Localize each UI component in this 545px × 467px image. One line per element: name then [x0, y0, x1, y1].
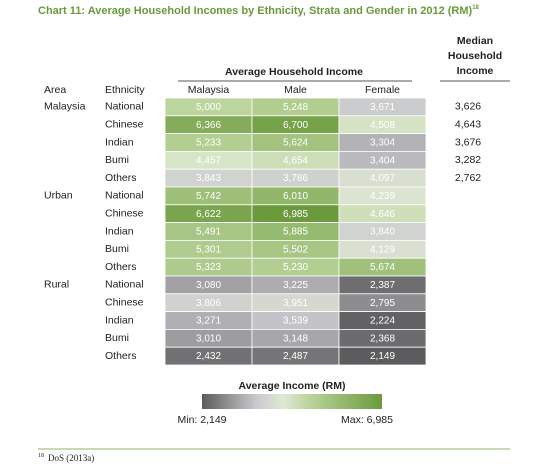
colorbar-title: Average Income (RM) [239, 380, 346, 392]
ethnicity-label: Indian [105, 136, 134, 148]
cell-label: 3,539 [283, 316, 308, 327]
ethnicity-label: Bumi [105, 243, 129, 255]
footnote-mark: 18 [38, 453, 44, 459]
median-header: Household [448, 50, 502, 62]
cell-label: 4,508 [370, 120, 395, 131]
cell-label: 5,624 [283, 138, 308, 149]
cell-label: 2,224 [370, 316, 395, 327]
footnote: 18 DoS (2013a) [38, 453, 94, 463]
cell-label: 6,985 [283, 209, 308, 220]
cell-label: 3,271 [196, 316, 221, 327]
cell-label: 3,010 [196, 333, 221, 344]
footnote-text: DoS (2013a) [48, 453, 94, 463]
cell-label: 5,248 [283, 102, 308, 113]
cell-label: 3,225 [283, 280, 308, 291]
median-header: Income [457, 65, 494, 77]
area-label: Malaysia [44, 101, 86, 113]
cell-label: 5,323 [196, 262, 221, 273]
cell-label: 4,457 [196, 155, 221, 166]
cell-label: 2,387 [370, 280, 395, 291]
cell-label: 6,010 [283, 191, 308, 202]
title-text: Chart 11: Average Household Incomes by E… [38, 5, 473, 17]
cell-label: 3,148 [283, 333, 308, 344]
column-header: Male [284, 84, 307, 96]
median-value: 2,762 [455, 172, 481, 184]
ethnicity-label: National [105, 101, 144, 113]
cell-label: 3,304 [370, 138, 395, 149]
ethnicity-label: Bumi [105, 332, 129, 344]
cell-label: 5,233 [196, 138, 221, 149]
median-value: 4,643 [455, 118, 481, 130]
column-header: Female [365, 84, 400, 96]
row-header: Area [44, 84, 66, 96]
title-note: 18 [472, 5, 479, 11]
cell-label: 2,432 [196, 351, 221, 362]
cell-label: 5,000 [196, 102, 221, 113]
cell-label: 5,502 [283, 244, 308, 255]
median-value: 3,282 [455, 154, 481, 166]
ethnicity-label: National [105, 190, 144, 202]
median-value: 3,626 [455, 101, 481, 113]
area-label: Rural [44, 279, 69, 291]
ethnicity-label: Indian [105, 314, 134, 326]
ethnicity-label: Others [105, 261, 137, 273]
cell-label: 3,404 [370, 155, 395, 166]
area-label: Urban [44, 190, 73, 202]
ethnicity-label: Others [105, 172, 137, 184]
colorbar-max-label: Max: 6,985 [341, 414, 393, 426]
cell-label: 6,366 [196, 120, 221, 131]
ethnicity-label: Chinese [105, 296, 144, 308]
cell-label: 3,671 [370, 102, 395, 113]
cell-label: 4,646 [370, 209, 395, 220]
cell-label: 3,840 [370, 227, 395, 238]
cell-label: 2,149 [370, 351, 395, 362]
cell-label: 4,239 [370, 191, 395, 202]
cell-label: 2,487 [283, 351, 308, 362]
group-header: Average Household Income [225, 66, 363, 78]
heat-cell [338, 346, 427, 366]
colorbar [202, 394, 382, 409]
colorbar-min-label: Min: 2,149 [177, 414, 226, 426]
ethnicity-label: Chinese [105, 118, 144, 130]
ethnicity-label: Chinese [105, 207, 144, 219]
cell-label: 4,097 [370, 173, 395, 184]
cell-label: 5,230 [283, 262, 308, 273]
cell-label: 2,795 [370, 298, 395, 309]
cell-label: 5,885 [283, 227, 308, 238]
ethnicity-label: Indian [105, 225, 134, 237]
cell-label: 3,080 [196, 280, 221, 291]
column-header: Malaysia [188, 84, 230, 96]
cell-label: 3,951 [283, 298, 308, 309]
cell-label: 3,843 [196, 173, 221, 184]
cell-label: 5,674 [370, 262, 395, 273]
cell-label: 5,742 [196, 191, 221, 202]
cell-label: 3,806 [196, 298, 221, 309]
ethnicity-label: Others [105, 350, 137, 362]
cell-label: 4,654 [283, 155, 308, 166]
median-value: 3,676 [455, 136, 481, 148]
median-header: Median [457, 35, 493, 47]
cell-label: 6,700 [283, 120, 308, 131]
cell-label: 5,301 [196, 244, 221, 255]
row-header: Ethnicity [105, 84, 145, 96]
cell-label: 6,622 [196, 209, 221, 220]
chart-title: Chart 11: Average Household Incomes by E… [38, 5, 480, 17]
cell-label: 3,786 [283, 173, 308, 184]
cell-label: 4,129 [370, 244, 395, 255]
ethnicity-label: Bumi [105, 154, 129, 166]
ethnicity-label: National [105, 279, 144, 291]
cell-label: 5,491 [196, 227, 221, 238]
cell-label: 2,368 [370, 333, 395, 344]
